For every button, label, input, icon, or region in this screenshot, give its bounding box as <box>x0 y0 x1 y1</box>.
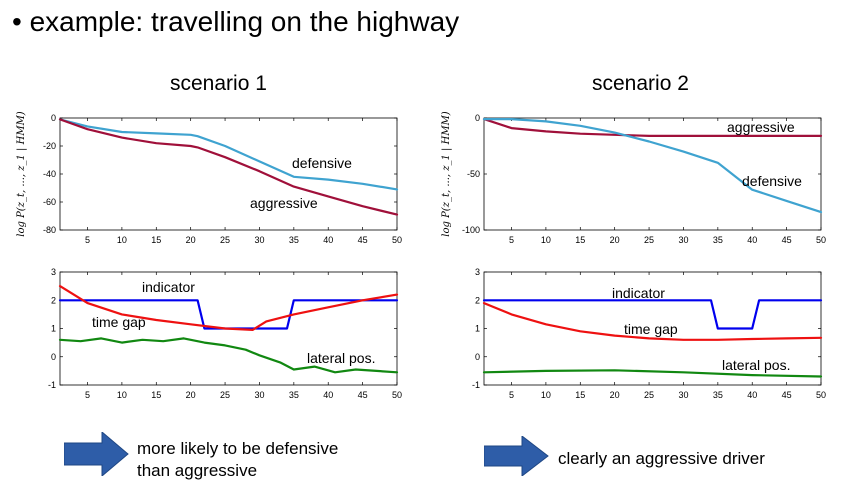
s2_features-xtick-label: 40 <box>747 390 757 400</box>
s2_features-xtick-label: 35 <box>713 390 723 400</box>
s1_features-xtick-label: 5 <box>85 390 90 400</box>
s2-ylabel: log P(z_t, ..., z_1 | HMM) <box>441 111 452 237</box>
s1_features-xtick-label: 15 <box>151 390 161 400</box>
s2-indicator-label: indicator <box>612 285 665 301</box>
s2_features-ytick-label: 2 <box>475 295 480 305</box>
s1_features-xtick-label: 40 <box>323 390 333 400</box>
s1_features-ytick-label: 0 <box>51 352 56 362</box>
s1_loglik-xtick-label: 35 <box>289 235 299 245</box>
s2_loglik-xtick-label: 10 <box>541 235 551 245</box>
s2_loglik-xtick-label: 50 <box>816 235 826 245</box>
s2_loglik-xtick-label: 40 <box>747 235 757 245</box>
conclusion-1-line-1: more likely to be defensive <box>137 439 339 458</box>
s2-time-gap-label: time gap <box>624 321 678 337</box>
arrow-1-shape <box>64 432 129 476</box>
s2_loglik-xtick-label: 15 <box>575 235 585 245</box>
s2_features-ytick-label: -1 <box>472 380 480 390</box>
s1_features-ytick-label: -1 <box>48 380 56 390</box>
s1-ylabel: log P(z_t, ..., z_1 | HMM) <box>16 111 27 237</box>
s1-time-gap-label: time gap <box>92 314 146 330</box>
s1-aggressive-label: aggressive <box>250 195 318 211</box>
s1_features-ytick-label: 3 <box>51 267 56 277</box>
s2_features-xtick-label: 10 <box>541 390 551 400</box>
s2_loglik-ytick-label: -100 <box>462 225 480 235</box>
s1_loglik-ytick-label: -60 <box>43 197 56 207</box>
scenario-1-heading: scenario 1 <box>170 72 267 95</box>
s2_features-xtick-label: 15 <box>575 390 585 400</box>
s1_loglik-ytick-label: -40 <box>43 169 56 179</box>
s1_features-xtick-label: 25 <box>220 390 230 400</box>
s1-defensive-label: defensive <box>292 155 352 171</box>
s2-defensive-label: defensive <box>742 173 802 189</box>
s2_features-series-indicator <box>482 299 823 330</box>
s1_features-xtick-label: 20 <box>186 390 196 400</box>
s2_features-xtick-label: 45 <box>782 390 792 400</box>
s1_loglik-xtick-label: 50 <box>392 235 402 245</box>
arrow-right-icon <box>484 436 549 476</box>
s1-loglik-plot: 5 10 15 20 25 30 35 40 45 50 0 -20 -40 -60 -80 <box>43 113 402 245</box>
s2_features-xtick-label: 20 <box>610 390 620 400</box>
s1_loglik-xtick-label: 15 <box>151 235 161 245</box>
s1_loglik-xtick-label: 20 <box>186 235 196 245</box>
s2_features-xtick-label: 30 <box>678 390 688 400</box>
s2_loglik-xtick-label: 45 <box>782 235 792 245</box>
s1_features-ytick-label: 2 <box>51 295 56 305</box>
s1_loglik-xtick-label: 45 <box>358 235 368 245</box>
s2_loglik-xtick-label: 30 <box>678 235 688 245</box>
s1_loglik-xtick-label: 30 <box>254 235 264 245</box>
s2_loglik-xtick-label: 5 <box>509 235 514 245</box>
s1_loglik-series-aggressive <box>58 118 399 216</box>
s1_features-xtick-label: 35 <box>289 390 299 400</box>
s2_features-series-lateral-pos <box>482 369 823 378</box>
s1_features-ytick-label: 1 <box>51 324 56 334</box>
s1_features-xtick-label: 30 <box>254 390 264 400</box>
s2_features-xtick-label: 50 <box>816 390 826 400</box>
s1_loglik-ytick-label: -20 <box>43 141 56 151</box>
s1_loglik-ytick-label: -80 <box>43 225 56 235</box>
s2_features-ytick-label: 3 <box>475 267 480 277</box>
s2_loglik-xtick-label: 35 <box>713 235 723 245</box>
s1_loglik-ytick-label: 0 <box>51 113 56 123</box>
s1_loglik-xtick-label: 40 <box>323 235 333 245</box>
s1-indicator-label: indicator <box>142 279 195 295</box>
conclusion-2: clearly an aggressive driver <box>558 449 765 468</box>
s2_loglik-ytick-label: -50 <box>467 169 480 179</box>
s2_features-ytick-label: 0 <box>475 352 480 362</box>
s2_features-xtick-label: 25 <box>644 390 654 400</box>
s2-lateral-label: lateral pos. <box>722 357 790 373</box>
s2_features-xtick-label: 5 <box>509 390 514 400</box>
arrow-2-shape <box>484 436 549 476</box>
s1_features-series-time-gap <box>58 285 399 331</box>
s2-aggressive-label: aggressive <box>727 119 795 135</box>
slide-title: • example: travelling on the highway <box>12 6 460 37</box>
s1_loglik-series-defensive <box>58 118 399 191</box>
s1_features-xtick-label: 50 <box>392 390 402 400</box>
s2-loglik-plot: 5 10 15 20 25 30 35 40 45 50 0 -50 -100 <box>462 113 826 245</box>
s1-lateral-label: lateral pos. <box>307 350 375 366</box>
conclusion-1: more likely to be defensive than aggress… <box>137 438 338 482</box>
s1_features-xtick-label: 10 <box>117 390 127 400</box>
s2_loglik-series-defensive <box>482 117 823 214</box>
arrow-right-icon <box>64 432 129 476</box>
s1_loglik-xtick-label: 25 <box>220 235 230 245</box>
s2_loglik-series-aggressive <box>482 117 823 137</box>
scenario-2-heading: scenario 2 <box>592 72 689 95</box>
s2_loglik-xtick-label: 25 <box>644 235 654 245</box>
s2_features-ytick-label: 1 <box>475 324 480 334</box>
conclusion-1-line-2: than aggressive <box>137 461 258 480</box>
s1_features-series-lateral-pos <box>58 337 399 374</box>
s1_features-xtick-label: 45 <box>358 390 368 400</box>
s2_loglik-xtick-label: 20 <box>610 235 620 245</box>
s2_features-series-time-gap <box>482 302 823 341</box>
s1_loglik-xtick-label: 10 <box>117 235 127 245</box>
s1_loglik-xtick-label: 5 <box>85 235 90 245</box>
s2_loglik-ytick-label: 0 <box>475 113 480 123</box>
